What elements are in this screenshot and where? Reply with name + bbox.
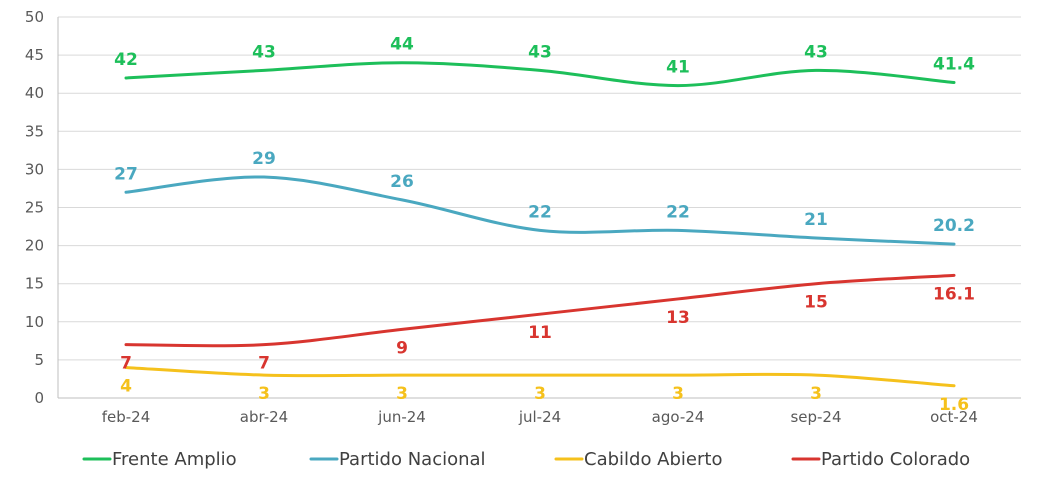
data-label-cabildo-abierto: 3 (258, 384, 270, 404)
y-tick-label: 30 (25, 160, 44, 178)
data-label-partido-colorado: 11 (528, 323, 552, 343)
legend-label: Partido Nacional (339, 449, 486, 470)
data-label-partido-colorado: 7 (120, 354, 132, 374)
y-tick-label: 25 (25, 199, 44, 217)
data-label-cabildo-abierto: 3 (672, 384, 684, 404)
x-tick-label: jul-24 (518, 408, 561, 426)
legend-item-frente-amplio: Frente Amplio (82, 449, 237, 470)
data-label-partido-colorado: 15 (804, 293, 828, 313)
data-label-cabildo-abierto: 1.6 (939, 395, 969, 415)
data-label-frente-amplio: 44 (390, 35, 414, 55)
data-label-cabildo-abierto: 3 (396, 384, 408, 404)
y-tick-label: 45 (25, 46, 44, 64)
data-label-partido-nacional: 21 (804, 210, 828, 230)
data-label-cabildo-abierto: 4 (120, 377, 132, 397)
data-label-partido-colorado: 9 (396, 338, 408, 358)
x-tick-label: abr-24 (240, 408, 288, 426)
data-label-frente-amplio: 41.4 (933, 55, 975, 75)
series-lines (124, 61, 956, 388)
data-label-partido-colorado: 7 (258, 354, 270, 374)
data-label-frente-amplio: 43 (528, 42, 552, 62)
x-tick-label: jun-24 (377, 408, 426, 426)
y-axis: 0 5 10 15 20 25 30 35 40 45 50 (25, 8, 44, 407)
x-tick-label: feb-24 (102, 408, 151, 426)
data-label-partido-nacional: 27 (114, 164, 138, 184)
data-label-cabildo-abierto: 3 (534, 384, 546, 404)
data-label-partido-nacional: 22 (528, 202, 552, 222)
y-tick-label: 0 (34, 389, 44, 407)
series-line-partido-nacional (124, 175, 956, 246)
y-tick-label: 50 (25, 8, 44, 26)
x-tick-label: ago-24 (652, 408, 705, 426)
data-label-frente-amplio: 43 (804, 42, 828, 62)
y-tick-label: 40 (25, 84, 44, 102)
y-tick-label: 5 (34, 351, 44, 369)
y-tick-label: 35 (25, 122, 44, 140)
series-line-cabildo-abierto (124, 366, 956, 388)
x-tick-label: oct-24 (930, 408, 978, 426)
data-label-partido-nacional: 29 (252, 149, 276, 169)
data-label-cabildo-abierto: 3 (810, 384, 822, 404)
data-label-partido-nacional: 26 (390, 172, 414, 192)
y-tick-label: 20 (25, 237, 44, 255)
legend-label: Frente Amplio (112, 449, 237, 470)
data-label-frente-amplio: 43 (252, 42, 276, 62)
x-tick-label: sep-24 (790, 408, 841, 426)
grid-lines (57, 16, 1021, 399)
data-label-frente-amplio: 42 (114, 50, 138, 70)
legend-item-partido-colorado: Partido Colorado (791, 449, 970, 470)
series-line-frente-amplio (124, 61, 956, 88)
legend: Frente Amplio Partido Nacional Cabildo Abi… (82, 449, 970, 470)
data-label-partido-colorado: 13 (666, 308, 690, 328)
series-line-partido-colorado (124, 273, 956, 348)
legend-item-partido-nacional: Partido Nacional (309, 449, 486, 470)
data-label-partido-nacional: 20.2 (933, 216, 975, 236)
legend-label: Cabildo Abierto (584, 449, 722, 470)
data-label-partido-nacional: 22 (666, 202, 690, 222)
data-label-partido-colorado: 16.1 (933, 284, 975, 304)
data-label-frente-amplio: 41 (666, 58, 690, 78)
y-tick-label: 15 (25, 275, 44, 293)
legend-item-cabildo-abierto: Cabildo Abierto (554, 449, 722, 470)
y-tick-label: 10 (25, 313, 44, 331)
legend-label: Partido Colorado (821, 449, 970, 470)
x-axis: feb-24 abr-24 jun-24 jul-24 ago-24 sep-24 oct-… (102, 408, 978, 426)
